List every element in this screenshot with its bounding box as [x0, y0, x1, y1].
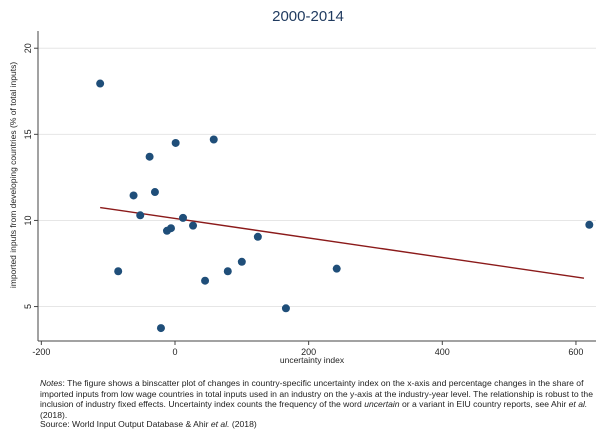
source-text-b: (2018) — [229, 419, 257, 429]
notes-paragraph: Notes: The figure shows a binscatter plo… — [40, 378, 600, 420]
scatter-point — [179, 213, 188, 222]
scatter-point — [201, 276, 210, 285]
fit-line — [100, 206, 585, 279]
scatter-point — [150, 188, 159, 197]
x-tick-label: 600 — [568, 347, 583, 357]
scatter-point — [136, 211, 145, 220]
scatter-point — [166, 224, 175, 233]
scatter-point — [223, 267, 232, 276]
scatter-point — [281, 304, 290, 313]
scatter-point — [156, 324, 165, 333]
scatter-point — [253, 232, 262, 241]
notes-label: Notes — [40, 378, 63, 388]
axes: 5 10 15 20 -200 0 200 400 600 — [23, 31, 596, 357]
source-line: Source: World Input Output Database & Ah… — [40, 419, 257, 429]
x-tick-label: 0 — [172, 347, 177, 357]
scatter-point — [237, 257, 246, 266]
source-etal: et al. — [210, 419, 230, 429]
notes-text-b: or a variant in EIU country reports, see… — [399, 399, 569, 410]
scatter-point — [129, 191, 138, 200]
scatter-point — [96, 79, 105, 88]
scatter-point — [189, 221, 198, 230]
scatter-point — [145, 152, 154, 161]
notes-text-a: : The figure shows a binscatter plot of … — [40, 378, 593, 410]
chart-title: 2000-2014 — [272, 8, 344, 25]
scatter-point — [114, 267, 123, 276]
x-tick-label: -200 — [32, 347, 50, 357]
scatter-point — [585, 220, 594, 229]
fit-line-layer — [100, 206, 585, 279]
y-tick-label: 10 — [23, 215, 33, 225]
y-axis-label: imported inputs from developing countrie… — [8, 62, 18, 288]
gridlines — [38, 47, 596, 308]
y-tick-label: 20 — [23, 43, 33, 53]
notes-etal: et al. — [568, 399, 588, 410]
x-tick-label: 200 — [301, 347, 316, 357]
notes-word: uncertain — [364, 399, 400, 410]
scatter-point — [332, 264, 341, 273]
source-text-a: Source: World Input Output Database & Ah… — [40, 419, 211, 429]
scatter-point — [171, 138, 180, 147]
y-tick-label: 5 — [23, 304, 33, 309]
x-tick-label: 400 — [435, 347, 450, 357]
scatter-point — [209, 135, 218, 144]
notes-text-c: (2018). — [40, 409, 68, 420]
points-layer — [96, 79, 594, 333]
y-tick-label: 15 — [23, 129, 33, 139]
x-axis-label: uncertainty index — [280, 355, 345, 365]
